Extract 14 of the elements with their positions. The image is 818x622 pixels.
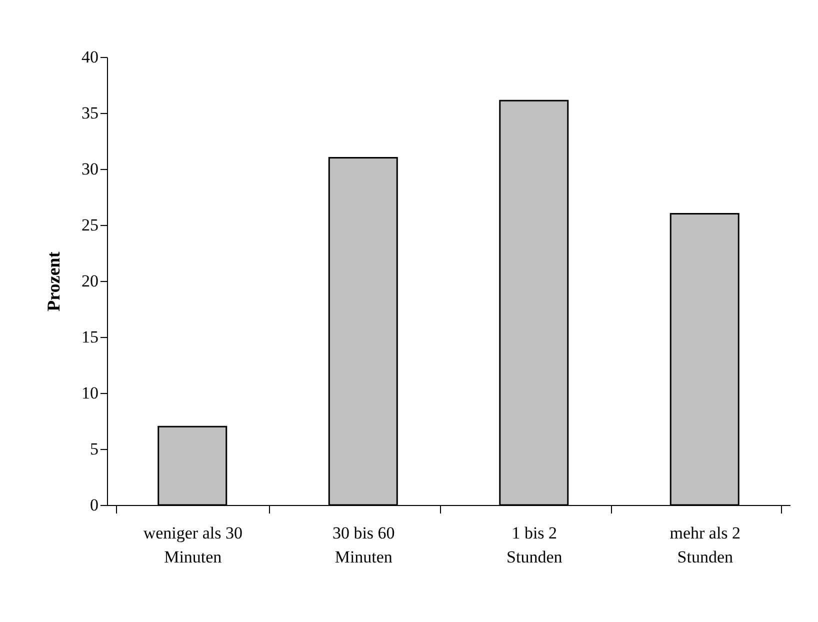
y-tick-label: 10: [82, 384, 98, 402]
x-tick-label: weniger als 30 Minuten: [143, 524, 242, 566]
y-tick-label: 20: [82, 272, 98, 290]
y-axis-title: Prozent: [44, 252, 64, 312]
x-tick-label: 30 bis 60 Minuten: [332, 524, 395, 566]
y-tick-label: 40: [82, 48, 98, 66]
y-tick-label: 15: [82, 328, 98, 346]
y-tick-label: 30: [82, 160, 98, 178]
y-tick-label: 35: [82, 104, 98, 122]
y-tick-label: 25: [82, 216, 98, 234]
y-tick-label: 0: [90, 496, 98, 514]
x-tick-label: mehr als 2 Stunden: [670, 524, 741, 566]
y-tick-label: 5: [90, 440, 98, 458]
x-tick-label: 1 bis 2 Stunden: [506, 524, 563, 566]
